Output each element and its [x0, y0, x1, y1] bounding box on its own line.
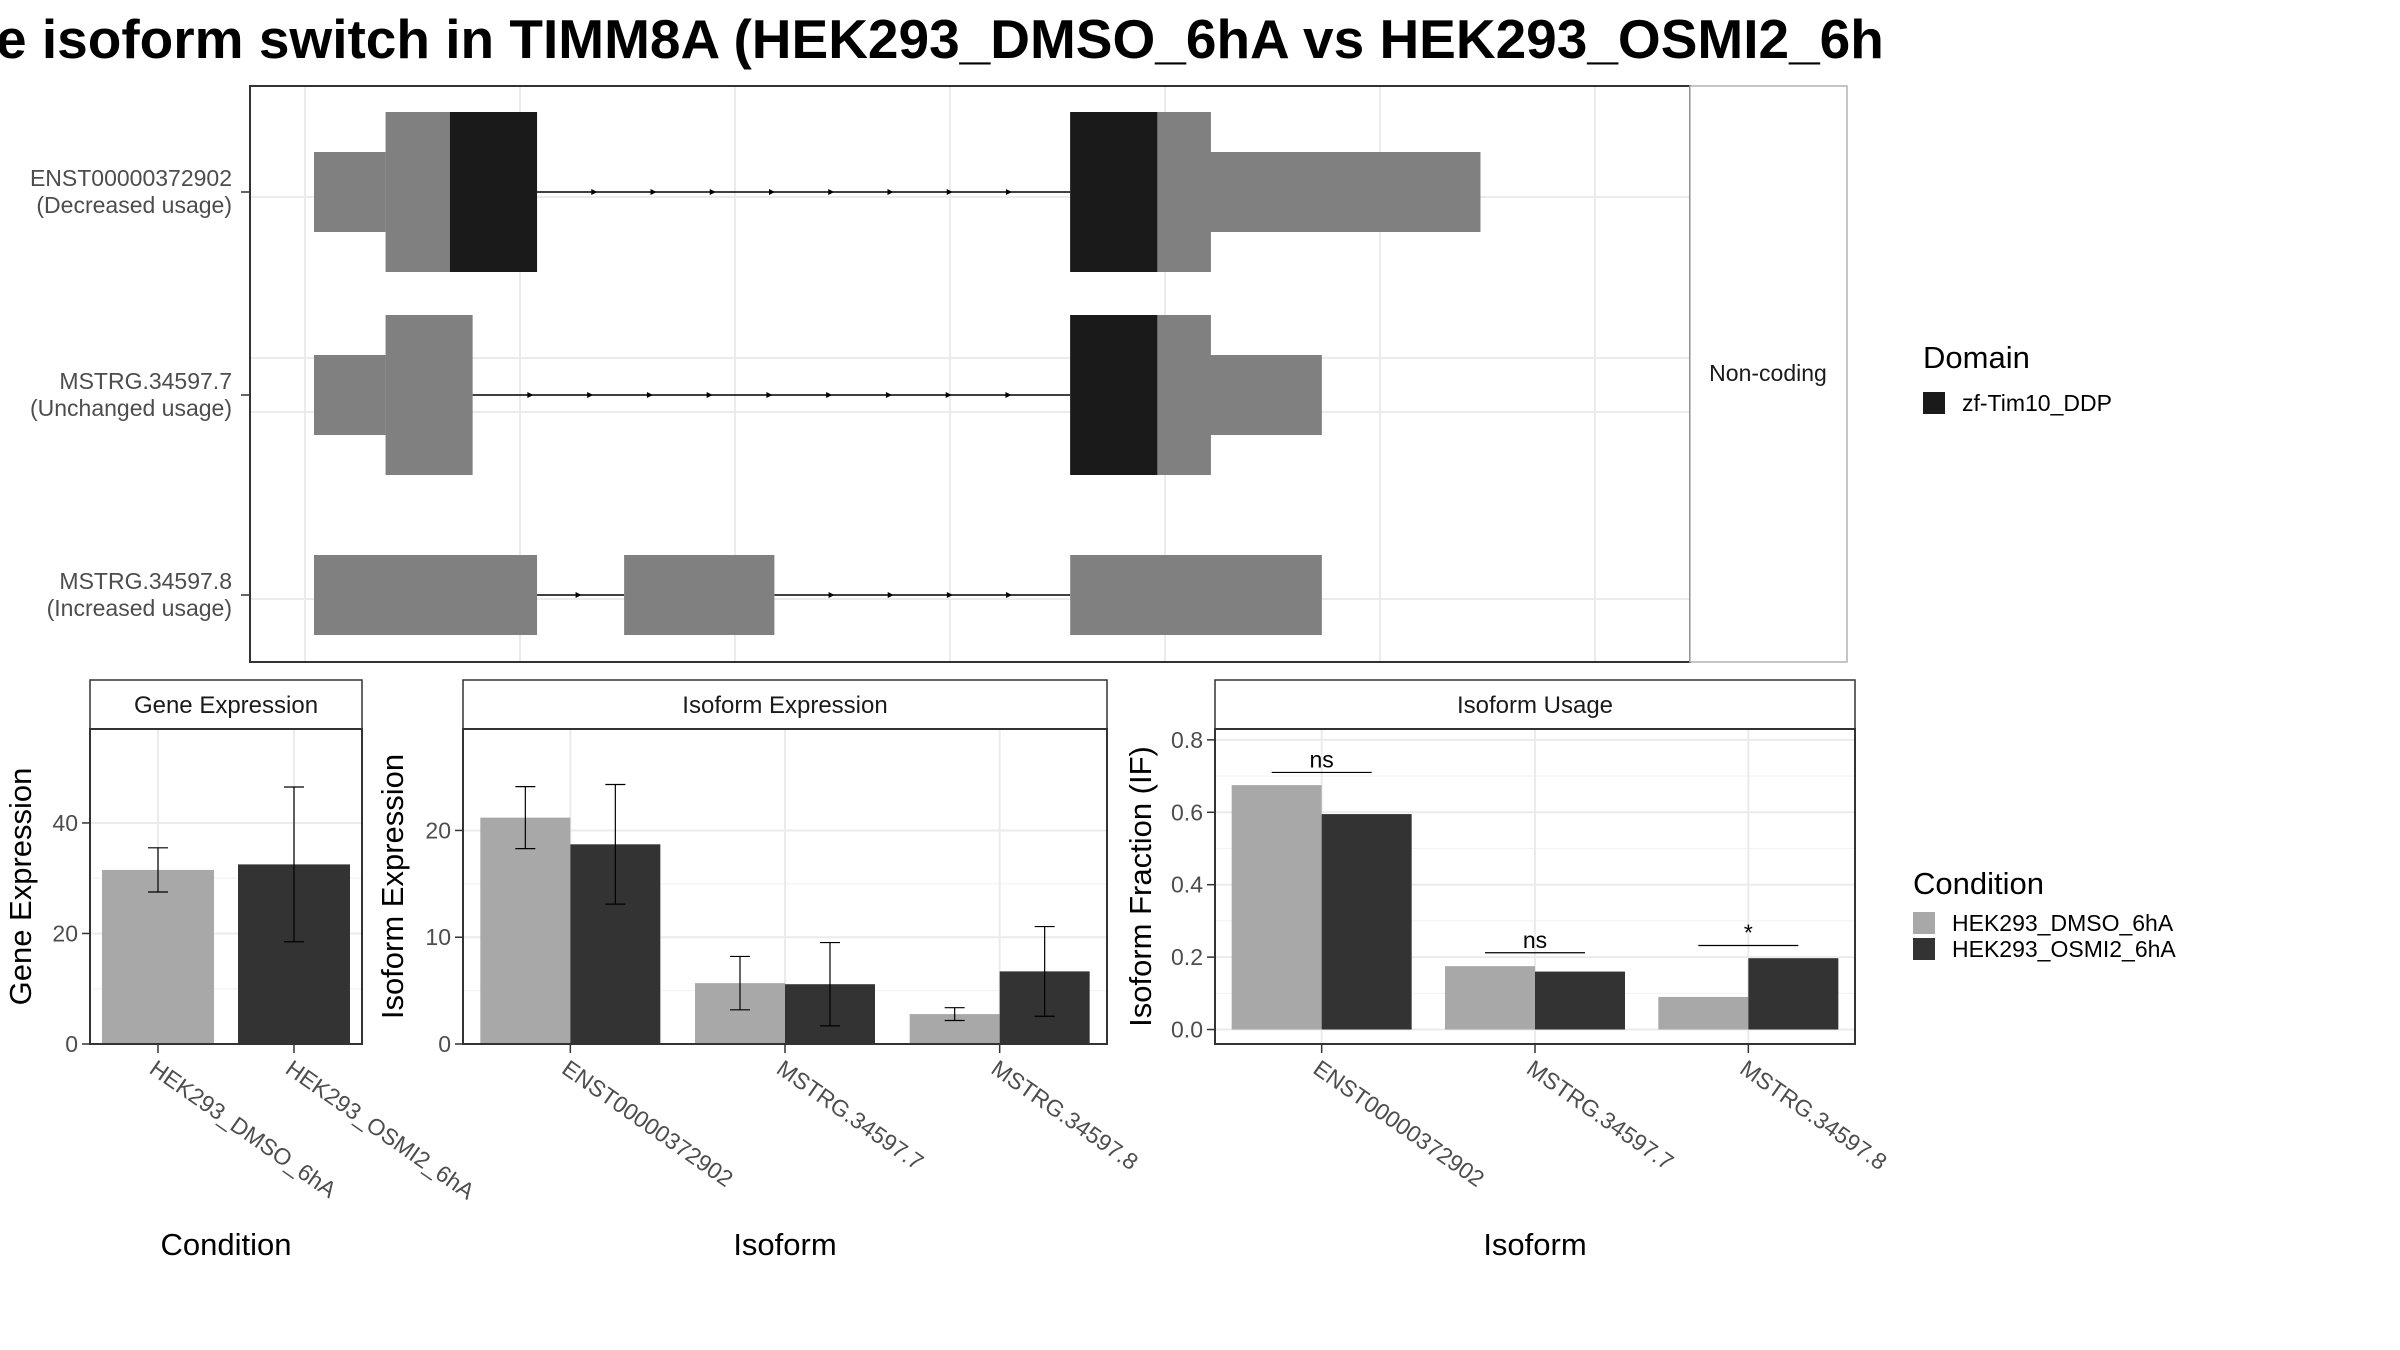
intron-arrow — [527, 392, 534, 398]
x-axis-title: Isoform — [1483, 1227, 1586, 1262]
panel-strip-title: Isoform Usage — [1457, 692, 1613, 719]
condition-legend-label: HEK293_OSMI2_6hA — [1952, 936, 2176, 962]
utr-exon — [314, 555, 538, 635]
y-tick-label: 20 — [52, 920, 78, 946]
x-tick-label: ENST00000372902 — [1309, 1055, 1489, 1192]
domain-block — [449, 112, 538, 272]
intron-arrow — [826, 392, 833, 398]
intron-arrow — [887, 189, 894, 195]
panel-border — [1214, 728, 1856, 1045]
bar — [1321, 814, 1412, 1030]
bar — [1535, 971, 1625, 1030]
domain-block — [1070, 112, 1158, 272]
x-axis-title: Isoform — [733, 1227, 836, 1262]
x-tick-label: MSTRG.34597.7 — [772, 1055, 928, 1175]
intron-arrow — [766, 392, 773, 398]
intron-arrow — [587, 392, 594, 398]
transcript-id-label: MSTRG.34597.8 — [59, 568, 232, 594]
condition-legend-swatch — [1913, 912, 1935, 934]
y-axis-title: Isoform Expression — [375, 754, 410, 1019]
intron-arrow — [709, 189, 716, 195]
panel-border — [462, 728, 1108, 1045]
intron-arrow — [887, 592, 894, 598]
intron-arrow — [885, 392, 892, 398]
panel-strip-title: Isoform Expression — [682, 692, 887, 719]
y-tick-label: 40 — [52, 810, 78, 836]
domain-block — [1070, 315, 1158, 475]
intron-arrow — [946, 189, 953, 195]
bar — [1658, 996, 1749, 1030]
y-axis-title: Isoform Fraction (IF) — [1123, 746, 1158, 1027]
x-tick-label: MSTRG.34597.8 — [1735, 1055, 1891, 1175]
x-tick-label: MSTRG.34597.8 — [987, 1055, 1143, 1175]
intron-arrow — [1005, 189, 1012, 195]
intron-arrow — [828, 592, 835, 598]
intron-arrow — [1005, 392, 1012, 398]
intron-arrow — [706, 392, 713, 398]
y-tick-label: 0 — [438, 1031, 451, 1057]
isoform-usage-panel: Isoform Usage 0.0 0.2 0.4 0.6 0.8 ENST00000372… — [1123, 679, 1892, 1262]
significance-label: ns — [1310, 746, 1334, 772]
x-tick-label: MSTRG.34597.7 — [1522, 1055, 1678, 1175]
domain-legend-swatch — [1923, 392, 1945, 414]
figure-title: e isoform switch in TIMM8A (HEK293_DMSO_… — [0, 8, 1884, 70]
y-tick-label: 20 — [425, 817, 451, 843]
intron-arrow — [1006, 592, 1013, 598]
condition-legend-swatch — [1913, 938, 1935, 960]
intron-arrow — [575, 592, 582, 598]
non-coding-strip-label: Non-coding — [1709, 360, 1827, 386]
utr-exon — [314, 355, 386, 435]
transcript-id-label: MSTRG.34597.7 — [59, 368, 232, 394]
intron-arrow — [646, 392, 653, 398]
bar — [480, 817, 571, 1044]
structure-strip — [1689, 85, 1848, 663]
panel-strip — [1214, 679, 1856, 730]
intron-arrow — [828, 189, 835, 195]
transcript-usage-label: (Increased usage) — [47, 595, 232, 621]
panel-strip-title: Gene Expression — [134, 692, 318, 719]
bar — [1748, 958, 1839, 1030]
y-tick-label: 0.6 — [1171, 799, 1203, 825]
gene-structure-panel: ENST00000372902(Decreased usage) MSTRG.34… — [30, 85, 1848, 663]
condition-legend-label: HEK293_DMSO_6hA — [1952, 910, 2174, 936]
y-tick-label: 0 — [65, 1031, 78, 1057]
intron-arrow — [945, 392, 952, 398]
y-tick-label: 0.4 — [1171, 872, 1203, 898]
x-axis-title: Condition — [161, 1227, 292, 1262]
intron-arrow — [768, 189, 775, 195]
y-tick-label: 0.2 — [1171, 944, 1203, 970]
domain-legend-label: zf-Tim10_DDP — [1962, 390, 2112, 416]
intron-arrow — [946, 592, 953, 598]
y-tick-label: 0.8 — [1171, 727, 1203, 753]
transcript-usage-label: (Unchanged usage) — [30, 395, 232, 421]
utr-exon — [314, 152, 386, 232]
isoform-expression-panel: Isoform Expression 0 10 20 ENST00000372902 MS… — [375, 679, 1143, 1262]
y-axis-title: Gene Expression — [3, 768, 38, 1006]
intron-arrow — [650, 189, 657, 195]
utr-exon — [624, 555, 775, 635]
y-tick-label: 0.0 — [1171, 1017, 1203, 1043]
bar — [1445, 966, 1535, 1030]
panel-border — [89, 728, 363, 1045]
panel-strip — [89, 679, 363, 730]
utr-exon — [1070, 555, 1322, 635]
transcript-usage-label: (Decreased usage) — [36, 192, 232, 218]
significance-label: * — [1744, 920, 1753, 946]
significance-label: ns — [1523, 927, 1547, 953]
domain-legend: Domain zf-Tim10_DDP — [1923, 340, 2112, 416]
transcript-id-label: ENST00000372902 — [30, 165, 232, 191]
bar — [102, 869, 214, 1044]
domain-legend-title: Domain — [1923, 340, 2030, 375]
bar — [1231, 785, 1322, 1030]
y-tick-label: 10 — [425, 924, 451, 950]
x-tick-label: ENST00000372902 — [557, 1055, 737, 1192]
condition-legend-title: Condition — [1913, 866, 2044, 901]
panel-strip — [462, 679, 1108, 730]
cds-exon — [385, 315, 473, 475]
intron-arrow — [591, 189, 598, 195]
